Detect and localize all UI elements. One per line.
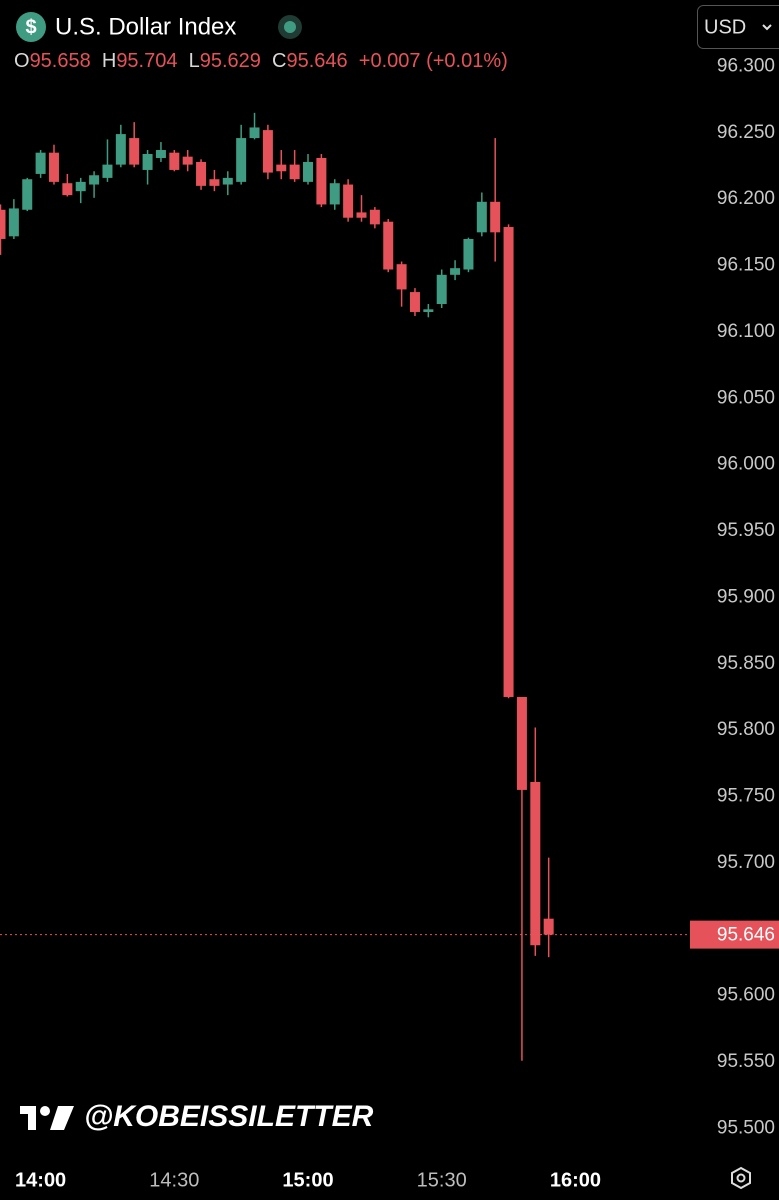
y-tick-label: 96.300 — [717, 55, 775, 76]
candle-body — [196, 161, 207, 186]
y-tick-label: 95.750 — [717, 786, 775, 807]
candle-body — [236, 138, 247, 182]
candle-body — [209, 179, 220, 186]
candle-body — [22, 179, 33, 210]
candle-body — [463, 238, 474, 270]
candle-body — [155, 150, 166, 158]
candle-body — [142, 154, 153, 170]
candle-body — [35, 152, 46, 174]
candle-body — [423, 309, 434, 312]
currency-button[interactable] — [697, 5, 779, 49]
y-tick-label: 95.550 — [717, 1051, 775, 1072]
candles — [0, 112, 554, 1061]
y-tick-label: 95.850 — [717, 653, 775, 674]
candle-body — [436, 274, 447, 305]
y-tick-label: 96.250 — [717, 122, 775, 143]
watermark-logo — [20, 1106, 74, 1130]
candle-body — [530, 781, 541, 946]
x-tick-label: 15:00 — [282, 1169, 333, 1191]
status-dot — [284, 21, 296, 33]
open-value: 95.658 — [29, 50, 91, 72]
y-tick-label: 95.900 — [717, 586, 775, 607]
last-price-label: 95.646 — [717, 925, 775, 946]
candle-body — [262, 130, 273, 173]
candle-body — [303, 161, 314, 182]
settings-icon[interactable] — [731, 1166, 751, 1190]
candle-body — [169, 152, 180, 170]
candle-body — [182, 156, 193, 165]
candle-body — [450, 268, 461, 275]
low-value: 95.629 — [199, 50, 261, 72]
candle-body — [48, 152, 59, 182]
low-label: L — [188, 50, 200, 72]
y-tick-label: 96.050 — [717, 387, 775, 408]
close-label: C — [272, 50, 287, 72]
candle-body — [89, 175, 100, 185]
close-value: 95.646 — [286, 50, 348, 72]
candle-body — [543, 918, 554, 935]
candle-body — [115, 134, 126, 165]
currency-label[interactable]: USD — [704, 16, 746, 38]
y-tick-label: 96.150 — [717, 255, 775, 276]
y-tick-label: 96.100 — [717, 321, 775, 342]
candle-body — [383, 221, 394, 270]
currency-chevron — [762, 24, 772, 31]
candle-body — [0, 209, 6, 239]
symbol-icon — [16, 12, 46, 42]
y-tick-label: 95.500 — [717, 1117, 775, 1138]
symbol-icon-glyph: $ — [25, 16, 36, 38]
change: +0.007 (+0.01%) — [358, 50, 508, 72]
y-tick-label: 95.600 — [717, 985, 775, 1006]
high-label: H — [101, 50, 117, 72]
candle-body — [396, 264, 407, 290]
high-value: 95.704 — [116, 50, 178, 72]
candle-body — [222, 177, 233, 185]
y-tick-label: 95.700 — [717, 852, 775, 873]
candle-body — [356, 212, 367, 218]
chart-title: U.S. Dollar Index — [55, 13, 236, 40]
candle-body — [276, 164, 287, 172]
candle-body — [289, 164, 300, 180]
candle-body — [329, 183, 340, 205]
candle-body — [369, 209, 380, 225]
y-tick-label: 96.000 — [717, 454, 775, 475]
y-tick-label: 95.950 — [717, 520, 775, 541]
candle-body — [516, 696, 527, 790]
candle-body — [343, 184, 354, 218]
x-tick-label: 16:00 — [550, 1169, 601, 1191]
candle-body — [409, 292, 420, 312]
y-tick-label: 96.200 — [717, 188, 775, 209]
candle-body — [503, 227, 514, 697]
x-tick-label: 14:30 — [149, 1169, 199, 1191]
candle-body — [129, 138, 140, 165]
x-tick-label: 14:00 — [15, 1169, 66, 1191]
open-label: O — [14, 50, 30, 72]
candle-body — [490, 201, 501, 233]
x-tick-label: 15:30 — [417, 1169, 467, 1191]
candle-body — [249, 127, 260, 139]
last-price-tag — [690, 920, 779, 949]
candle-body — [8, 208, 19, 237]
candle-body — [476, 201, 487, 233]
candle-body — [75, 181, 86, 192]
y-tick-label: 95.800 — [717, 719, 775, 740]
candle-body — [62, 183, 73, 196]
watermark: @KOBEISSILETTER — [84, 1100, 374, 1133]
candle-body — [102, 164, 113, 178]
candle-body — [316, 157, 327, 205]
ohlc-header: O95.658 H95.704 L95.629 C95.646 +0.007 (… — [14, 50, 508, 73]
